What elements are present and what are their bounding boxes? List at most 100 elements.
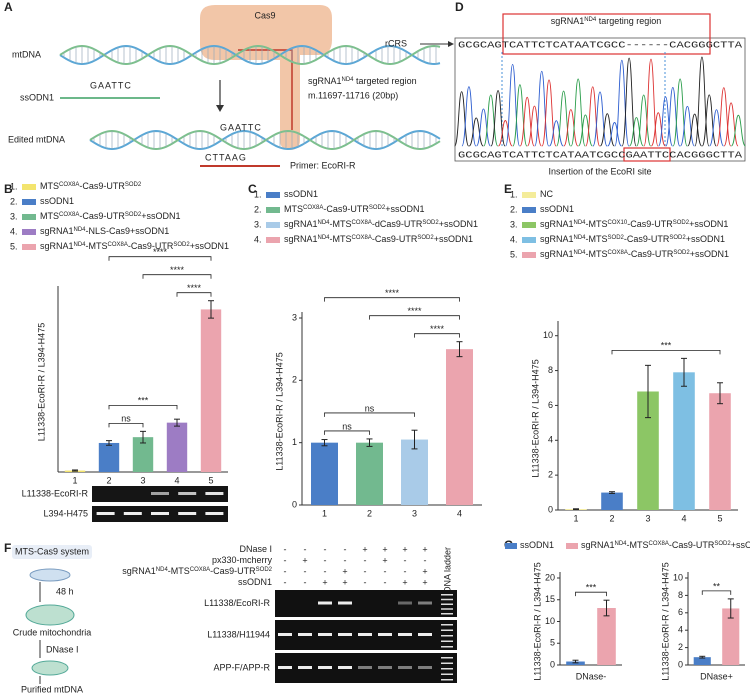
superscript: COX8A bbox=[608, 250, 628, 256]
error-bar bbox=[699, 655, 706, 659]
y-tick-label: 0 bbox=[548, 504, 553, 514]
y-tick-label: 0 bbox=[550, 659, 555, 669]
text-part: sgRNA1 bbox=[540, 219, 574, 229]
legend-key: 5. bbox=[510, 249, 518, 259]
chromatogram-peak bbox=[563, 109, 579, 147]
legend-label: ssODN1 bbox=[284, 189, 318, 199]
text-part: targeting region bbox=[596, 16, 661, 26]
step-label: Crude mitochondria bbox=[13, 627, 92, 637]
y-axis-label: L11338-EcoRI-R / L394-H475 bbox=[532, 562, 542, 680]
sign: + bbox=[342, 577, 347, 587]
ladder-band bbox=[441, 624, 453, 626]
chromatogram-peak bbox=[650, 112, 666, 147]
chromatogram-peak bbox=[643, 58, 659, 147]
sequence: GCGCAGTCATTCTCATAATCGCC------CACGGGCTTA bbox=[458, 40, 743, 50]
legend-key: 2. bbox=[10, 196, 18, 206]
bar bbox=[693, 657, 711, 665]
text-part: -dCas9-UTR bbox=[372, 219, 423, 229]
x-tick-label: 3 bbox=[412, 508, 417, 518]
chromatogram-peak bbox=[505, 64, 521, 147]
legend-key: 2. bbox=[254, 204, 262, 214]
superscript: SOD2 bbox=[417, 235, 434, 241]
chromatogram-peak bbox=[490, 90, 506, 147]
panel-label: F bbox=[4, 541, 11, 555]
panel-label: B bbox=[4, 182, 13, 196]
gel-band bbox=[398, 666, 412, 669]
text-part: -MTS bbox=[330, 219, 352, 229]
ladder-band bbox=[441, 603, 453, 605]
chromatogram-peak bbox=[716, 87, 732, 147]
chromatogram-peak bbox=[512, 84, 528, 147]
y-axis-label: L11338-EcoRI-R / L394-H475 bbox=[274, 352, 284, 470]
legend-swatch bbox=[22, 229, 36, 235]
bar bbox=[166, 422, 188, 472]
significance-bracket bbox=[108, 404, 178, 410]
step-box bbox=[12, 545, 92, 559]
ladder-band bbox=[441, 608, 453, 610]
gel-band bbox=[318, 633, 332, 636]
insert-label: GAATTC bbox=[220, 122, 262, 132]
superscript: ND4 bbox=[74, 227, 87, 233]
gel-label: L11338-EcoRI-R bbox=[22, 488, 89, 498]
chromatogram-peak bbox=[607, 122, 623, 147]
text-part: +ssODN1 bbox=[690, 249, 729, 259]
gel-band bbox=[278, 633, 292, 636]
x-tick-label: 5 bbox=[717, 513, 722, 523]
superscript: SOD2 bbox=[714, 541, 731, 547]
y-tick-label: 0 bbox=[678, 659, 683, 669]
y-axis-label: L11338-EcoRI-R / L394-H475 bbox=[530, 359, 540, 477]
sign: - bbox=[284, 577, 287, 587]
ladder-band bbox=[441, 657, 453, 659]
legend-label: sgRNA1ND4-MTSCOX8A-Cas9-UTRSOD2+ssODN1 bbox=[540, 249, 729, 259]
gel-band bbox=[123, 512, 142, 515]
significance-label: *** bbox=[138, 396, 149, 406]
legend-key: 1. bbox=[254, 189, 262, 199]
chromatogram-peak bbox=[476, 108, 491, 147]
legend-key: 3. bbox=[254, 219, 262, 229]
text-part: -Cas9-UTR bbox=[627, 219, 673, 229]
error-bar bbox=[366, 438, 373, 447]
significance-label: **** bbox=[187, 283, 202, 293]
chromatogram-peak bbox=[658, 96, 673, 147]
gel-label: APP-F/APP-R bbox=[213, 662, 270, 672]
legend-swatch bbox=[266, 192, 280, 198]
text-part: -Cas9-UTR bbox=[323, 204, 369, 214]
panel-f-art bbox=[12, 545, 92, 684]
ladder-band bbox=[441, 662, 453, 664]
legend-key: 1. bbox=[510, 189, 518, 199]
gel-band bbox=[178, 492, 197, 495]
superscript: ND4 bbox=[574, 220, 587, 226]
x-axis-label: DNase- bbox=[576, 671, 607, 681]
condition-label: sgRNA1ND4-MTSCOX8A-Cas9-UTRSOD2 bbox=[122, 566, 272, 576]
dna-label: mtDNA bbox=[12, 49, 41, 59]
ladder-band bbox=[441, 629, 453, 631]
text-part: -NLS-Cas9+ssODN1 bbox=[86, 226, 170, 236]
text-part: -MTS bbox=[168, 566, 190, 576]
gel-band bbox=[178, 512, 197, 515]
superscript: ND4 bbox=[74, 242, 87, 248]
gel-band bbox=[338, 601, 352, 605]
arrow-head bbox=[216, 105, 224, 112]
legend-label: MTSCOX8A-Cas9-UTRSOD2+ssODN1 bbox=[40, 211, 180, 221]
caption: Insertion of the EcoRI site bbox=[548, 166, 651, 176]
text-part: -Cas9-UTR bbox=[628, 249, 674, 259]
mitochondria bbox=[31, 660, 69, 676]
gel-band bbox=[378, 666, 392, 669]
legend-label: ssODN1 bbox=[520, 540, 554, 550]
x-axis-label: DNase+ bbox=[700, 671, 733, 681]
superscript: SOD2 bbox=[673, 220, 690, 226]
y-tick-label: 2 bbox=[292, 375, 297, 385]
gel-label: L11338/H11944 bbox=[207, 629, 270, 639]
legend-key: 1. bbox=[10, 181, 18, 191]
error-bar bbox=[645, 364, 651, 419]
region-title: sgRNA1ND4 targeting region bbox=[551, 16, 662, 26]
superscript: ND4 bbox=[156, 567, 169, 573]
sequence: GCGCAGTCATTCTCATAATCGCCGAATTCCACGGGCTTA bbox=[458, 150, 743, 160]
y-tick-label: 3 bbox=[292, 312, 297, 322]
sign: + bbox=[422, 577, 427, 587]
chromatogram-peak bbox=[468, 117, 484, 147]
panel-label: D bbox=[455, 0, 464, 14]
legend-key: 4. bbox=[10, 226, 18, 236]
bar bbox=[356, 442, 383, 505]
